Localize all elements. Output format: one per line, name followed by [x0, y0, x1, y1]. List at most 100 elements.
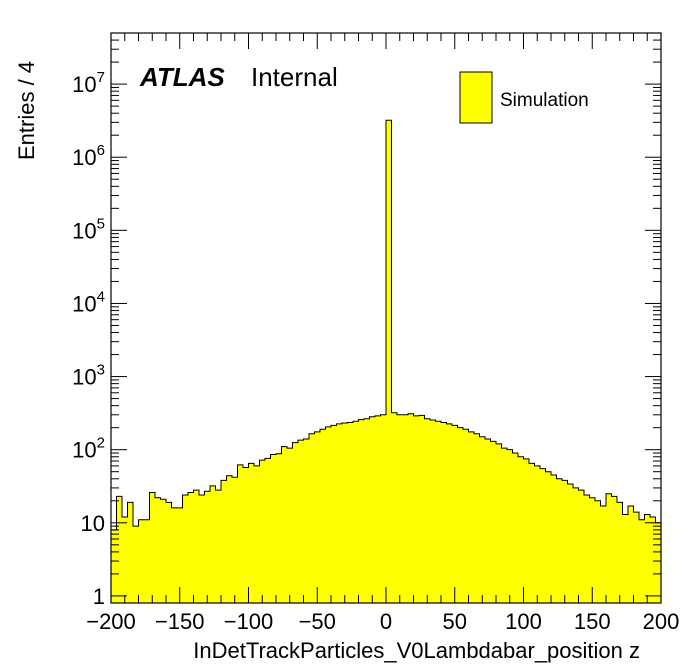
histogram-bin: [380, 414, 387, 603]
histogram-bin: [292, 442, 299, 603]
histogram-bin: [650, 517, 656, 603]
histogram-bin: [633, 512, 640, 603]
histogram-bin: [556, 478, 563, 603]
histogram-bin: [188, 492, 194, 603]
histogram-bin-peak: [386, 120, 392, 603]
x-axis-title: InDetTrackParticles_V0Lambdabar_position…: [193, 638, 640, 663]
histogram-bin: [342, 422, 348, 603]
histogram-bin: [138, 519, 145, 603]
histogram-bin: [501, 448, 508, 603]
histogram-bin: [199, 494, 205, 603]
histogram-bin: [331, 425, 337, 603]
histogram-bin: [512, 453, 519, 603]
histogram-bin: [353, 421, 359, 603]
legend-entry-simulation: Simulation: [500, 90, 589, 111]
histogram-bin: [122, 517, 128, 603]
y-tick-label: 102: [72, 435, 105, 463]
histogram-bin: [606, 493, 612, 603]
histogram-bin: [276, 453, 282, 603]
histogram-bin: [452, 425, 458, 603]
histogram-bin: [545, 471, 552, 603]
x-tick-label: 50: [443, 609, 467, 634]
histogram-bin: [622, 514, 629, 603]
histogram-bin: [166, 502, 172, 603]
histogram-bin: [540, 468, 546, 603]
histogram-bin: [298, 440, 304, 603]
histogram-bin: [424, 418, 431, 603]
histogram-bin: [270, 454, 277, 603]
histogram-bin: [182, 494, 189, 603]
internal-label: Internal: [251, 62, 338, 92]
histogram-bin: [391, 412, 398, 603]
histogram-bin: [617, 502, 623, 603]
tick-labels: −200 −150 −100 −50 0 50 100 150 200 1 10 102 103 104 1…: [72, 69, 679, 634]
histogram-bin: [578, 490, 585, 603]
histogram-bin: [375, 415, 381, 603]
histogram-bin: [287, 448, 293, 603]
legend: Simulation: [459, 71, 589, 124]
histogram-bin: [441, 422, 447, 603]
axis-ticks: [110, 32, 662, 603]
histogram-bin: [419, 415, 425, 603]
x-tick-label: −200: [86, 609, 136, 634]
x-tick-label: −50: [299, 609, 336, 634]
histogram-bin: [639, 519, 645, 603]
histogram-bin: [507, 449, 513, 603]
x-tick-label: −150: [155, 609, 205, 634]
histogram-bin: [485, 438, 491, 603]
histogram-bin: [265, 458, 271, 603]
histogram-bin: [221, 480, 227, 603]
histogram-bin: [468, 431, 475, 603]
histogram-bin: [204, 491, 211, 603]
y-tick-label: 1: [93, 584, 105, 609]
histogram-bin: [193, 490, 200, 603]
histogram-outline: [110, 119, 662, 603]
histogram-bin: [397, 414, 403, 603]
histogram-bin: [479, 436, 486, 603]
histogram-bin: [529, 463, 535, 603]
histogram-bin: [133, 526, 139, 603]
x-tick-label: −100: [224, 609, 274, 634]
histogram-bin: [320, 429, 326, 603]
atlas-label: ATLAS: [139, 62, 225, 92]
histogram-bin: [518, 456, 524, 603]
x-tick-label: 150: [574, 609, 611, 634]
histogram-bin: [496, 443, 502, 603]
histogram-bin: [314, 431, 321, 603]
histogram-bin: [111, 529, 117, 603]
histogram-bin: [490, 441, 497, 603]
histogram-bin: [413, 415, 420, 603]
histogram-bin: [567, 483, 574, 603]
histogram-bin: [171, 507, 178, 603]
histogram-bin: [303, 438, 310, 603]
histogram-bin: [237, 464, 244, 603]
histogram-bin: [325, 426, 332, 603]
histogram-bin: [523, 458, 530, 603]
histogram-bin: [243, 467, 249, 603]
histogram-layer: [110, 119, 662, 603]
histogram-bin: [595, 500, 601, 603]
x-tick-label: 200: [643, 609, 680, 634]
histogram-bin: [127, 502, 134, 603]
histogram-bin: [358, 419, 365, 603]
histogram-bin: [248, 463, 255, 603]
histogram-bin: [408, 413, 414, 603]
y-tick-label: 104: [72, 288, 105, 316]
y-axis-title: Entries / 4: [14, 61, 39, 160]
histogram-bin: [402, 414, 409, 603]
histogram-bin: [628, 505, 634, 603]
histogram-bin: [534, 465, 541, 603]
histogram-bin: [364, 418, 370, 603]
histogram-bin: [655, 522, 662, 603]
y-tick-label: 105: [72, 215, 105, 243]
histogram-bin: [600, 505, 607, 603]
histogram-bin: [430, 419, 436, 603]
x-tick-label: 0: [380, 609, 392, 634]
histogram-bin: [584, 494, 590, 603]
legend-swatch: [459, 71, 493, 124]
histogram-bin: [309, 433, 315, 603]
y-tick-label: 103: [72, 362, 105, 390]
y-tick-label: 10: [81, 511, 105, 536]
histogram-bin: [116, 496, 123, 603]
